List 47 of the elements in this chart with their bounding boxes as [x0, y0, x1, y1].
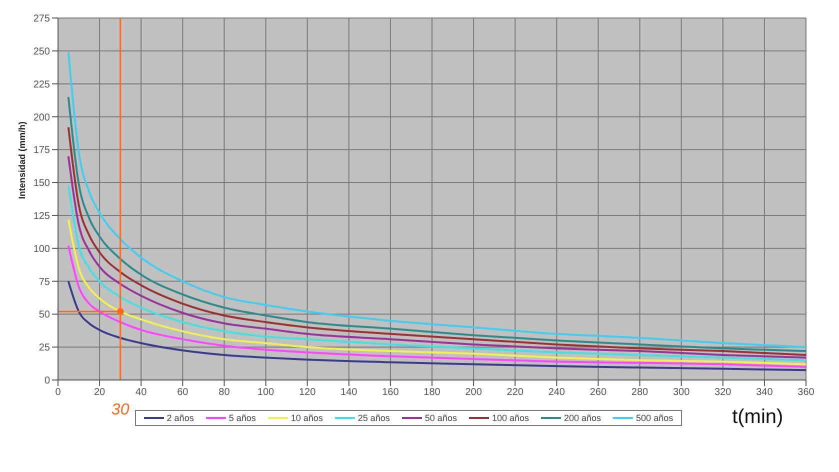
x-tick-label: 360	[798, 387, 815, 398]
y-tick-label: 150	[33, 178, 50, 190]
x-tick-label: 40	[136, 387, 148, 398]
x-tick-label: 240	[548, 387, 566, 398]
legend-label: 2 años	[166, 412, 194, 422]
legend-label: 5 años	[228, 412, 256, 422]
y-tick-label: 0	[44, 376, 50, 387]
x-tick-label: 340	[756, 387, 774, 398]
y-tick-label: 275	[33, 14, 50, 25]
x-tick-label: 20	[94, 387, 106, 398]
y-tick-label: 250	[33, 46, 50, 58]
line-series	[67, 218, 806, 366]
x-tick-label: 0	[55, 387, 62, 398]
x-tick-label: 300	[672, 387, 690, 398]
x-tick-label: 80	[218, 387, 230, 398]
y-tick-label: 50	[38, 310, 50, 321]
line-series	[67, 280, 806, 372]
x-tick-label: 220	[506, 387, 524, 398]
x-tick-label: 320	[714, 387, 732, 398]
legend-label: 10 años	[290, 412, 323, 422]
legend-label: 500 años	[635, 412, 674, 422]
legend-label: 50 años	[424, 412, 457, 422]
ref-line-label: 30	[111, 401, 130, 418]
y-tick-label: 175	[33, 145, 50, 156]
legend-label: 200 años	[563, 412, 602, 422]
x-tick-label: 260	[590, 387, 607, 398]
y-tick-label: 225	[33, 79, 50, 90]
y-axis-title: Intensidad (mm/h)	[17, 121, 28, 199]
y-tick-label: 100	[33, 244, 50, 255]
x-tick-label: 60	[177, 387, 189, 398]
x-tick-label: 280	[631, 387, 649, 398]
y-tick-label: 25	[38, 342, 50, 354]
x-axis-title: t(min)	[732, 406, 784, 429]
legend-label: 25 años	[356, 412, 390, 422]
y-tick-label: 200	[33, 112, 50, 124]
line-series	[67, 244, 806, 368]
line-series	[67, 184, 806, 362]
x-tick-label: 180	[424, 387, 441, 398]
line-series	[67, 51, 806, 348]
y-tick-label: 75	[38, 276, 50, 288]
x-tick-label: 100	[257, 387, 275, 398]
x-tick-label: 140	[340, 387, 358, 398]
y-tick-label: 125	[33, 211, 50, 222]
x-tick-label: 120	[298, 387, 316, 398]
x-tick-label: 200	[465, 387, 482, 398]
legend-label: 100 años	[490, 412, 529, 422]
x-tick-label: 160	[382, 387, 400, 398]
